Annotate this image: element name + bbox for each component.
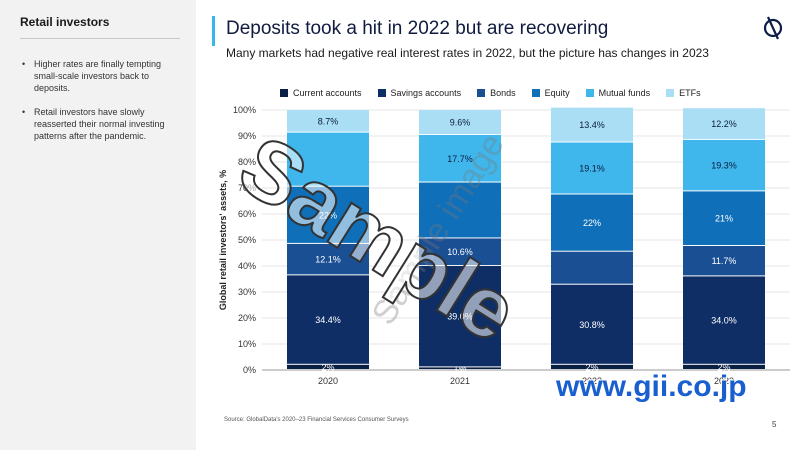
legend-item: Mutual funds bbox=[585, 88, 651, 98]
bullet-text: Retail investors have slowly reasserted … bbox=[34, 107, 165, 141]
legend-item: Equity bbox=[531, 88, 570, 98]
data-label: 19.3% bbox=[711, 161, 737, 171]
bar-segment bbox=[287, 186, 369, 243]
page-title: Deposits took a hit in 2022 but are reco… bbox=[226, 18, 609, 39]
y-tick-label: 50% bbox=[238, 235, 256, 245]
y-tick-label: 30% bbox=[238, 287, 256, 297]
bar-segment bbox=[419, 238, 501, 265]
legend-swatch bbox=[477, 89, 486, 97]
bullet-item: • Retail investors have slowly reasserted… bbox=[20, 106, 180, 142]
data-label: 19.1% bbox=[579, 164, 605, 174]
stacked-bar-chart: 0% 10% 20% 30% 40% 50% 60% 70% 80% 90% 100% Global … bbox=[218, 105, 790, 386]
data-label: 22% bbox=[583, 218, 601, 228]
data-label: 10.6% bbox=[447, 247, 473, 257]
watermark-url-text: www.gii.co.jp bbox=[556, 370, 747, 403]
bar-segment bbox=[683, 191, 765, 245]
data-label: 9.6% bbox=[450, 117, 471, 127]
x-tick-label: 2023 bbox=[714, 376, 734, 386]
sidebar-divider bbox=[20, 38, 180, 39]
bullet-list: • Higher rates are finally tempting small… bbox=[20, 58, 180, 154]
bullet-item: • Higher rates are finally tempting small… bbox=[20, 58, 180, 94]
sidebar-title: Retail investors bbox=[20, 15, 110, 29]
y-tick-label: 0% bbox=[243, 365, 256, 375]
y-tick-label: 100% bbox=[233, 105, 256, 115]
legend-label: Equity bbox=[544, 88, 570, 98]
legend-item: Savings accounts bbox=[377, 88, 462, 98]
bullet-dot-icon: • bbox=[22, 107, 26, 117]
y-tick-label: 40% bbox=[238, 261, 256, 271]
data-label: 8.7% bbox=[318, 116, 339, 126]
legend-item: Current accounts bbox=[280, 88, 362, 98]
data-label: 22% bbox=[319, 210, 337, 220]
page-number: 5 bbox=[772, 420, 777, 429]
bar-segment bbox=[683, 245, 765, 276]
bar-segment bbox=[551, 142, 633, 194]
data-label: 2% bbox=[585, 362, 598, 372]
y-tick-label: 20% bbox=[238, 313, 256, 323]
data-label: 11.7% bbox=[712, 256, 737, 266]
legend-label: Mutual funds bbox=[598, 88, 651, 98]
data-label: 2% bbox=[717, 362, 730, 372]
y-tick-label: 60% bbox=[238, 209, 256, 219]
data-label: 30.8% bbox=[579, 320, 605, 330]
data-label: 2% bbox=[321, 362, 334, 372]
bar-segment bbox=[419, 182, 501, 238]
bar-segment bbox=[419, 134, 501, 182]
bar-segment bbox=[683, 108, 765, 139]
data-label: 39.0% bbox=[447, 312, 473, 322]
x-tick-label: 2022 bbox=[582, 376, 602, 386]
data-label: 21% bbox=[715, 214, 733, 224]
legend-swatch bbox=[377, 89, 386, 97]
data-label: 12.2% bbox=[711, 119, 737, 129]
data-label: 34.4% bbox=[315, 315, 341, 325]
y-tick-label: 10% bbox=[238, 339, 256, 349]
data-label: 12.1% bbox=[315, 255, 341, 265]
bar-segment bbox=[683, 364, 765, 369]
title-accent-bar bbox=[212, 16, 215, 46]
y-axis-label: Global retail investors' assets, % bbox=[218, 170, 228, 310]
legend-swatch bbox=[280, 89, 288, 97]
legend-swatch bbox=[585, 89, 594, 97]
chart-legend: Current accounts Savings accounts Bonds Equ… bbox=[280, 86, 750, 100]
legend-label: Savings accounts bbox=[390, 88, 462, 98]
data-label: 1% bbox=[453, 364, 466, 374]
y-tick-label: 90% bbox=[238, 131, 256, 141]
bar-segment bbox=[551, 251, 633, 284]
legend-label: Current accounts bbox=[293, 88, 362, 98]
y-tick-label: 80% bbox=[238, 157, 256, 167]
bar-segment bbox=[419, 110, 501, 134]
bar-segment bbox=[419, 367, 501, 369]
bar-segment bbox=[551, 194, 633, 251]
data-label: 17.7% bbox=[447, 154, 473, 164]
sidebar-panel: Retail investors • Higher rates are final… bbox=[0, 0, 196, 450]
page-subtitle: Many markets had negative real interest … bbox=[226, 46, 709, 60]
bar-segment bbox=[683, 276, 765, 364]
legend-label: ETFs bbox=[679, 88, 701, 98]
bullet-dot-icon: • bbox=[22, 59, 26, 69]
bar-segment bbox=[551, 364, 633, 369]
source-note: Source: GlobalData's 2020–23 Financial S… bbox=[224, 417, 409, 423]
bullet-text: Higher rates are finally tempting small-… bbox=[34, 59, 162, 93]
x-tick-label: 2020 bbox=[318, 376, 338, 386]
x-tick-label: 2021 bbox=[450, 376, 470, 386]
bar-segment bbox=[551, 107, 633, 142]
legend-swatch bbox=[666, 89, 675, 97]
legend-item: Bonds bbox=[477, 88, 516, 98]
legend-swatch bbox=[531, 89, 540, 97]
globaldata-logo-icon bbox=[763, 16, 783, 40]
data-label: 34.0% bbox=[711, 316, 737, 326]
bar-segment bbox=[287, 110, 369, 132]
bar-segment bbox=[551, 284, 633, 364]
bar-segment bbox=[287, 364, 369, 369]
bar-segment bbox=[419, 266, 501, 367]
bar-segment bbox=[683, 139, 765, 191]
bar-segment bbox=[287, 243, 369, 275]
bar-segment bbox=[287, 132, 369, 186]
legend-label: Bonds bbox=[490, 88, 516, 98]
data-label: 13.4% bbox=[579, 120, 605, 130]
legend-item: ETFs bbox=[666, 88, 701, 98]
bar-segment bbox=[287, 275, 369, 364]
y-tick-label: 70% bbox=[238, 183, 256, 193]
